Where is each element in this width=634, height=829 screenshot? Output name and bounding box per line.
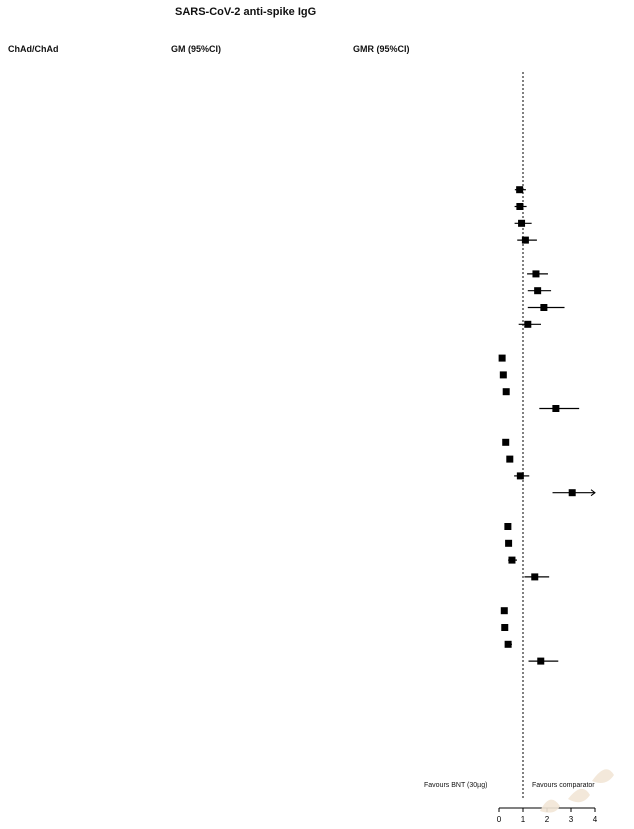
favour-left-label: Favours BNT (30µg)	[424, 782, 488, 789]
point-estimate	[500, 607, 508, 615]
point-estimate	[504, 523, 512, 530]
point-estimate	[524, 320, 532, 328]
x-tick-label: 1	[521, 815, 526, 824]
point-estimate	[552, 405, 560, 412]
point-estimate	[501, 624, 509, 631]
ci-arrow	[590, 489, 596, 497]
favour-right-label: Favours comparator	[532, 782, 595, 789]
point-estimate	[521, 236, 529, 244]
point-estimate	[537, 657, 545, 665]
point-estimate	[502, 388, 510, 396]
point-estimate	[534, 287, 542, 295]
x-tick-label: 0	[497, 815, 502, 824]
point-estimate	[518, 219, 526, 227]
point-estimate	[516, 186, 524, 194]
x-tick-label: 3	[569, 815, 574, 824]
point-estimate	[508, 556, 516, 564]
point-estimate	[516, 203, 524, 210]
schedule-header: ChAd/ChAd	[8, 44, 59, 54]
point-estimate	[505, 539, 513, 547]
point-estimate	[516, 472, 524, 480]
gm-header: GM (95%CI)	[171, 44, 222, 54]
point-estimate	[498, 354, 506, 362]
watermark-logo	[540, 769, 614, 813]
x-tick-label: 2	[545, 815, 550, 824]
gmr-header: GMR (95%CI)	[353, 44, 410, 54]
point-estimate	[502, 438, 510, 446]
point-estimate	[504, 640, 512, 648]
point-estimate	[540, 304, 548, 311]
point-estimate	[506, 455, 514, 463]
point-estimate	[531, 573, 539, 581]
point-estimate	[532, 270, 540, 278]
chart-title: SARS-CoV-2 anti-spike IgG	[175, 6, 317, 18]
x-tick-label: 4	[593, 815, 598, 824]
point-estimate	[499, 371, 507, 379]
point-estimate	[568, 489, 576, 497]
